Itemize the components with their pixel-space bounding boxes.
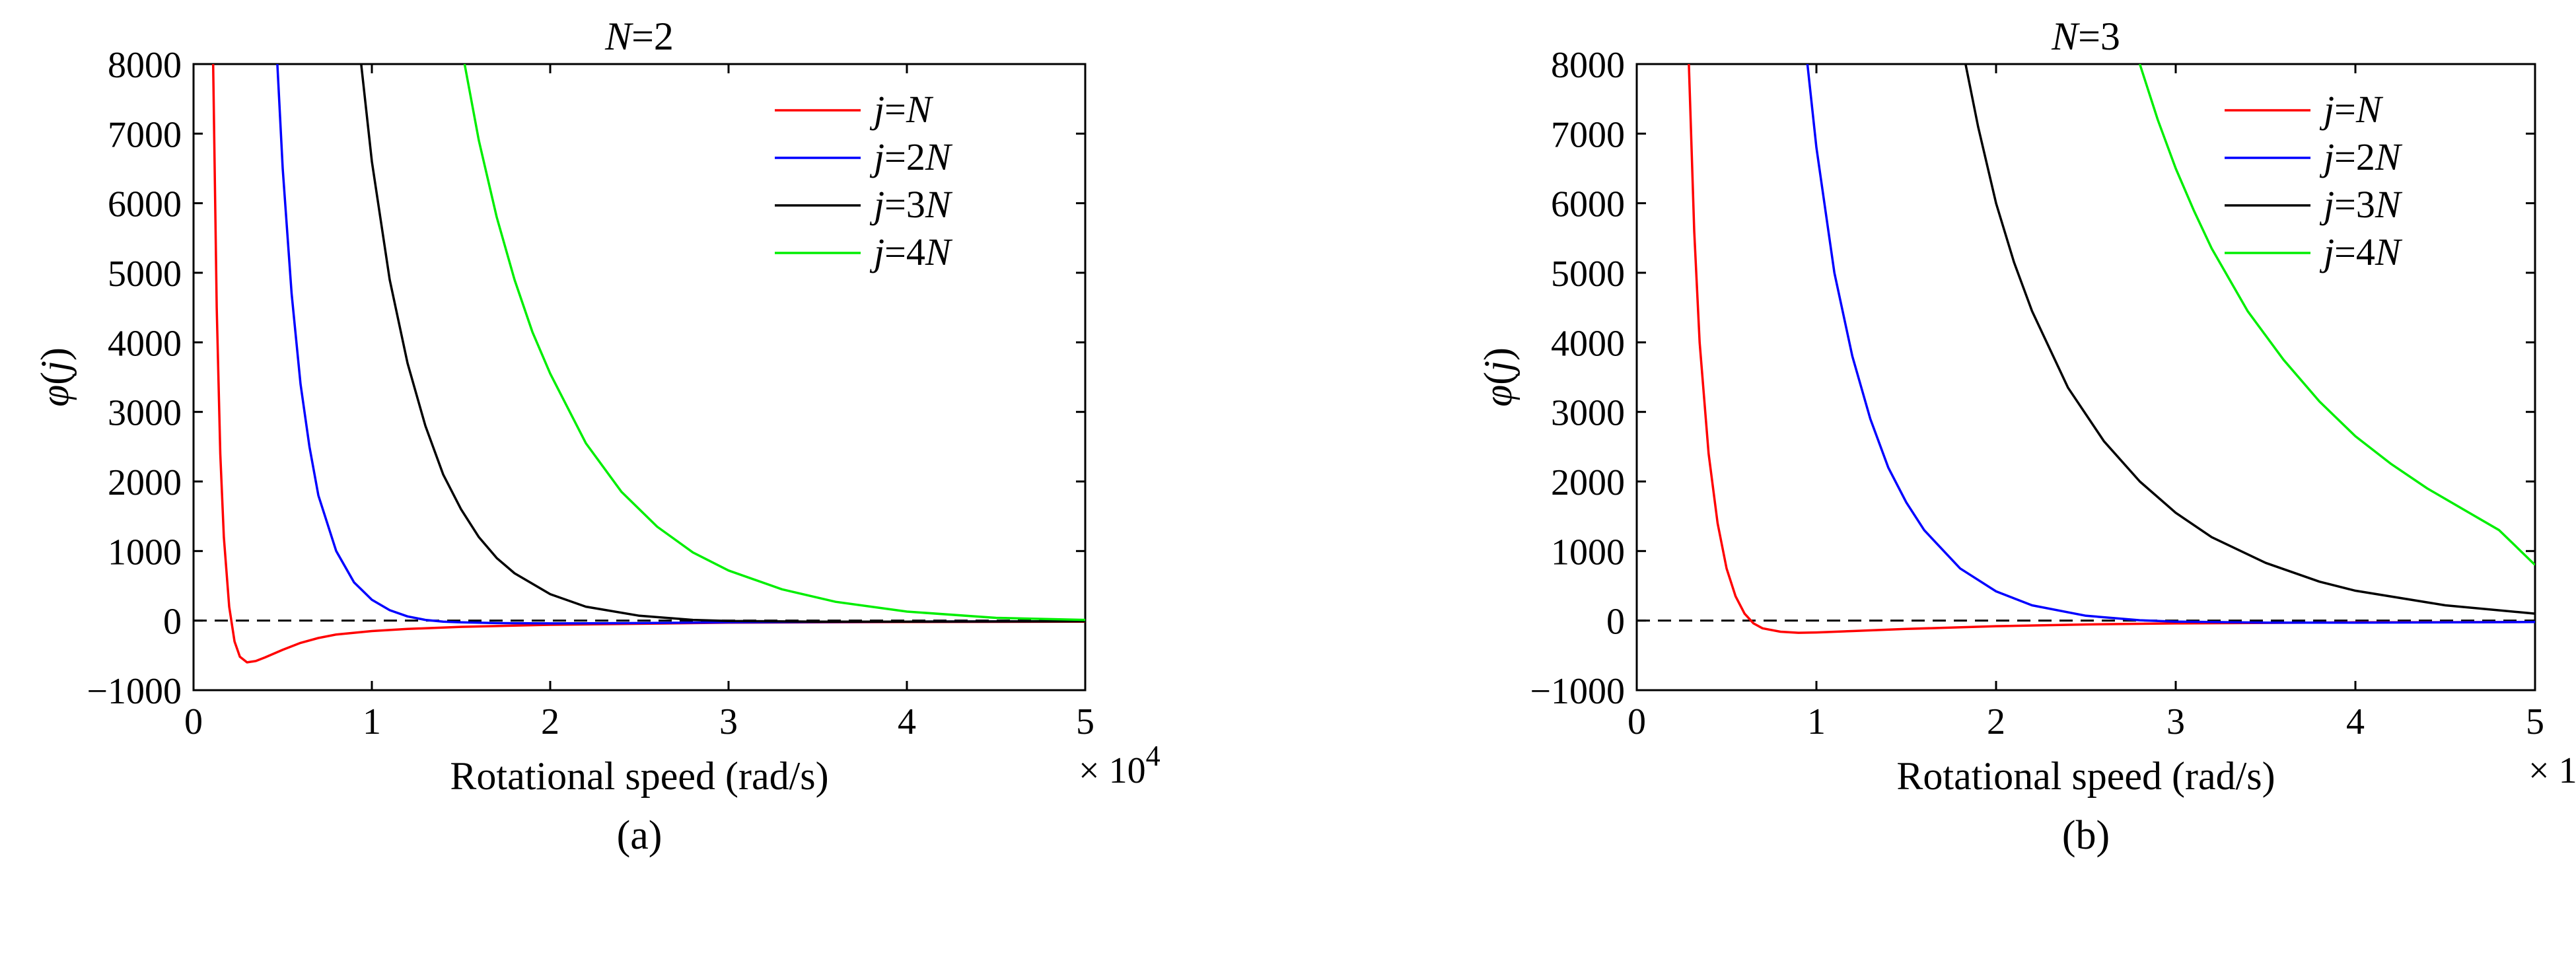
series-line-2 <box>276 64 1085 625</box>
legend-label-1: j=N <box>869 88 934 131</box>
x-tick-label: 5 <box>1076 701 1094 742</box>
series-line-2 <box>1806 64 2535 624</box>
chart-title: N=3 <box>2051 15 2120 58</box>
y-tick-label: 1000 <box>1551 532 1625 573</box>
y-tick-label: −1000 <box>1530 671 1625 712</box>
legend-label-2: j=2N <box>869 135 953 178</box>
x-axis-label: Rotational speed (rad/s) <box>1896 754 2275 798</box>
y-tick-label: 3000 <box>1551 393 1625 434</box>
y-axis-label: φ(j) <box>33 347 77 407</box>
x-tick-label: 2 <box>541 701 559 742</box>
y-tick-label: −1000 <box>87 671 182 712</box>
y-axis-label: φ(j) <box>1476 347 1520 407</box>
y-tick-label: 0 <box>163 602 182 643</box>
y-tick-label: 8000 <box>1551 45 1625 86</box>
series-line-1 <box>211 64 1085 664</box>
y-tick-label: 2000 <box>1551 462 1625 503</box>
y-tick-label: 6000 <box>1551 184 1625 225</box>
x-tick-label: 0 <box>184 701 203 742</box>
series-line-3 <box>360 64 1085 623</box>
y-tick-label: 0 <box>1606 602 1625 643</box>
legend-label-2: j=2N <box>2319 135 2403 178</box>
panel-caption: (b) <box>2062 813 2110 858</box>
x-axis-multiplier: × 104 <box>1079 740 1161 791</box>
series-line-4 <box>463 64 1085 621</box>
y-tick-label: 5000 <box>1551 254 1625 295</box>
legend-label-4: j=4N <box>2319 230 2403 273</box>
x-tick-label: 2 <box>1987 701 2005 742</box>
series-line-1 <box>1688 64 2535 634</box>
x-tick-label: 4 <box>898 701 916 742</box>
plot-frame <box>1635 63 2536 691</box>
y-tick-label: 4000 <box>1551 323 1625 364</box>
legend-label-1: j=N <box>2319 88 2384 131</box>
y-tick-label: 1000 <box>108 532 182 573</box>
legend-label-3: j=3N <box>869 183 953 226</box>
x-tick-label: 4 <box>2346 701 2365 742</box>
y-tick-label: 2000 <box>108 462 182 503</box>
x-tick-label: 1 <box>1807 701 1826 742</box>
x-tick-label: 3 <box>719 701 738 742</box>
plot-frame <box>192 63 1087 691</box>
x-tick-label: 1 <box>363 701 381 742</box>
chart-title: N=2 <box>604 15 674 58</box>
legend-label-3: j=3N <box>2319 183 2403 226</box>
chart-panel-b: 0 1 2 3 4 5−100001000200030004000500060007000… <box>1476 15 2576 858</box>
y-tick-label: 3000 <box>108 393 182 434</box>
y-tick-label: 7000 <box>1551 114 1625 155</box>
panel-caption: (a) <box>617 813 662 858</box>
y-tick-label: 5000 <box>108 254 182 295</box>
x-tick-label: 3 <box>2166 701 2185 742</box>
x-tick-label: 0 <box>1628 701 1646 742</box>
series-line-4 <box>2138 64 2535 566</box>
legend-label-4: j=4N <box>869 230 953 273</box>
y-tick-label: 4000 <box>108 323 182 364</box>
y-tick-label: 6000 <box>108 184 182 225</box>
y-tick-label: 7000 <box>108 114 182 155</box>
chart-panel-a: 0 1 2 3 4 5−100001000200030004000500060007000… <box>33 15 1161 858</box>
y-tick-label: 8000 <box>108 45 182 86</box>
x-tick-label: 5 <box>2526 701 2544 742</box>
x-axis-label: Rotational speed (rad/s) <box>450 754 828 798</box>
series-line-3 <box>1964 64 2535 615</box>
x-axis-multiplier: × 104 <box>2528 740 2576 791</box>
